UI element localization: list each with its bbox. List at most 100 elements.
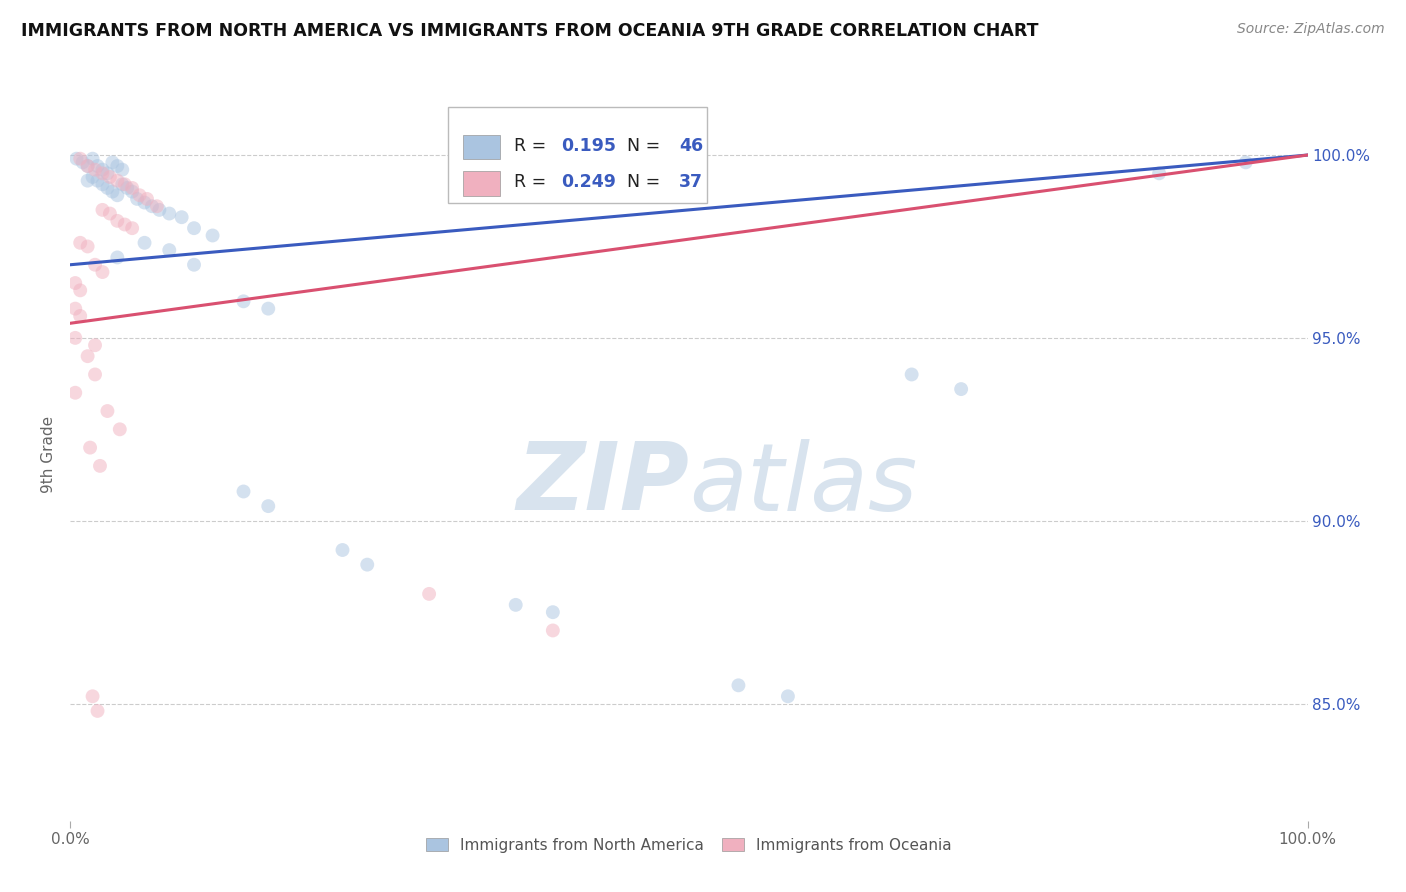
Point: [257, 301, 280, 316]
Point: [121, 221, 143, 235]
Point: [141, 199, 163, 213]
Point: [232, 484, 254, 499]
Point: [418, 587, 440, 601]
Point: [114, 218, 136, 232]
Point: [98, 169, 121, 184]
Point: [101, 155, 124, 169]
Text: Source: ZipAtlas.com: Source: ZipAtlas.com: [1237, 22, 1385, 37]
Point: [84, 368, 107, 382]
Point: [115, 181, 138, 195]
Text: 0.195: 0.195: [561, 136, 616, 154]
Bar: [463, 171, 499, 196]
Point: [134, 235, 156, 250]
Point: [82, 169, 104, 184]
Point: [101, 185, 124, 199]
Point: [121, 181, 143, 195]
Point: [128, 188, 150, 202]
Point: [69, 284, 91, 298]
Point: [76, 159, 98, 173]
Point: [900, 368, 922, 382]
Point: [105, 188, 128, 202]
Point: [79, 441, 101, 455]
Point: [91, 202, 114, 217]
Point: [105, 251, 128, 265]
Text: 0.249: 0.249: [561, 173, 616, 191]
Point: [65, 276, 87, 290]
Point: [201, 228, 224, 243]
Point: [111, 178, 134, 192]
Point: [84, 258, 107, 272]
Point: [105, 159, 128, 173]
Text: atlas: atlas: [689, 439, 917, 530]
Point: [82, 152, 104, 166]
Point: [232, 294, 254, 309]
Point: [950, 382, 973, 396]
Point: [84, 162, 107, 177]
Point: [96, 181, 118, 195]
Point: [96, 404, 118, 418]
Point: [776, 690, 799, 704]
Point: [76, 159, 98, 173]
Point: [96, 166, 118, 180]
Point: [148, 202, 170, 217]
Point: [127, 192, 149, 206]
Point: [76, 239, 98, 253]
Point: [76, 349, 98, 363]
Point: [91, 178, 114, 192]
Point: [98, 206, 121, 220]
Point: [65, 385, 87, 400]
Point: [86, 173, 108, 187]
Point: [356, 558, 378, 572]
Point: [65, 301, 87, 316]
Text: IMMIGRANTS FROM NORTH AMERICA VS IMMIGRANTS FROM OCEANIA 9TH GRADE CORRELATION C: IMMIGRANTS FROM NORTH AMERICA VS IMMIGRA…: [21, 22, 1039, 40]
Point: [91, 162, 114, 177]
Point: [541, 605, 564, 619]
Point: [69, 235, 91, 250]
Point: [65, 331, 87, 345]
Text: ZIP: ZIP: [516, 438, 689, 530]
Y-axis label: 9th Grade: 9th Grade: [41, 417, 56, 493]
Point: [72, 155, 94, 169]
Point: [1234, 155, 1257, 169]
Point: [257, 499, 280, 513]
Point: [86, 159, 108, 173]
Point: [183, 221, 205, 235]
Point: [69, 309, 91, 323]
Point: [111, 162, 134, 177]
Text: 37: 37: [679, 173, 703, 191]
Point: [134, 195, 156, 210]
Point: [170, 210, 193, 224]
Point: [84, 338, 107, 352]
Legend: Immigrants from North America, Immigrants from Oceania: Immigrants from North America, Immigrant…: [419, 830, 959, 861]
Point: [1147, 166, 1170, 180]
Point: [91, 166, 114, 180]
Point: [183, 258, 205, 272]
Text: 46: 46: [679, 136, 703, 154]
Point: [69, 152, 91, 166]
Point: [86, 704, 108, 718]
Point: [157, 206, 180, 220]
Point: [105, 173, 128, 187]
Point: [91, 265, 114, 279]
Point: [541, 624, 564, 638]
Text: N =: N =: [616, 173, 665, 191]
Text: N =: N =: [616, 136, 665, 154]
Point: [76, 173, 98, 187]
Point: [114, 178, 136, 192]
Point: [136, 192, 159, 206]
Point: [89, 458, 111, 473]
Text: R =: R =: [515, 136, 553, 154]
Bar: [463, 135, 499, 160]
Text: R =: R =: [515, 173, 553, 191]
Point: [157, 243, 180, 257]
Point: [146, 199, 169, 213]
Point: [108, 422, 131, 436]
Point: [121, 185, 143, 199]
Point: [332, 543, 354, 558]
Point: [82, 690, 104, 704]
Point: [727, 678, 749, 692]
Point: [505, 598, 527, 612]
Point: [105, 214, 128, 228]
Point: [65, 152, 87, 166]
FancyBboxPatch shape: [447, 108, 707, 202]
